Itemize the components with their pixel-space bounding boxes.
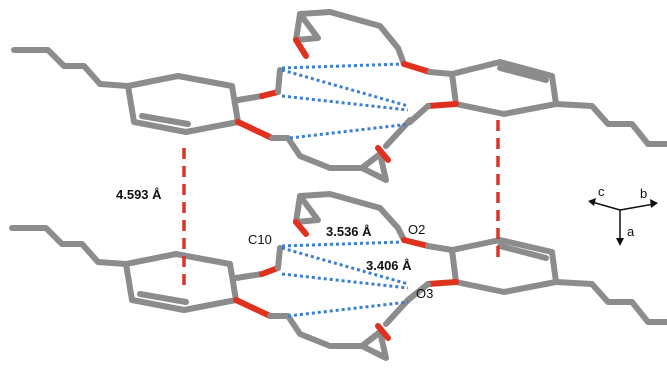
axes-indicator: c b a xyxy=(588,184,658,246)
upper-top-cyclopropane xyxy=(293,11,321,43)
axis-c-label: c xyxy=(598,184,605,199)
upper-right-ring-inner xyxy=(497,65,549,83)
lower-right-ring-inner xyxy=(497,243,549,261)
lower-right-alkyl-chain xyxy=(553,279,667,325)
atom-label-c10: C10 xyxy=(248,232,272,247)
upper-right-ring-o-bond xyxy=(427,69,455,77)
lower-left-ring-o-bond xyxy=(233,271,265,281)
upper-hbond-4 xyxy=(289,122,411,140)
axis-c-line xyxy=(591,201,621,211)
lower-o3-oxygen xyxy=(425,279,459,287)
axis-b-line xyxy=(619,203,655,211)
axis-b-arrowhead xyxy=(650,199,658,208)
lower-bottom-cyclopropane xyxy=(359,329,389,361)
lower-o3-stub xyxy=(405,281,431,303)
upper-molecule xyxy=(11,9,667,183)
upper-hbond-2 xyxy=(281,68,409,108)
upper-bottom-cyclopropane xyxy=(359,151,389,183)
upper-right-oxygen-bottom xyxy=(425,101,459,109)
axis-a-label: a xyxy=(627,224,635,239)
upper-hbond-3 xyxy=(281,94,409,112)
lower-hydrogen-bonds xyxy=(281,240,409,318)
lower-hbond-4 xyxy=(287,300,409,318)
pi-distance-label: 4.593 Å xyxy=(116,187,162,202)
lower-left-alkyl-chain xyxy=(9,225,129,267)
upper-top-epoxide-o xyxy=(293,37,309,59)
upper-hbond-1 xyxy=(281,62,403,70)
upper-right-o3-stub xyxy=(407,103,431,125)
lower-top-linker xyxy=(297,191,407,243)
upper-top-linker xyxy=(297,9,407,67)
axis-c-arrowhead xyxy=(588,198,596,206)
upper-left-ring-inner xyxy=(139,113,191,127)
lower-hbond-c10-o3 xyxy=(281,246,409,286)
lower-top-cyclopropane xyxy=(293,193,321,225)
axis-b-label: b xyxy=(640,186,647,201)
atom-label-o2: O2 xyxy=(408,222,425,237)
lower-molecule xyxy=(9,191,667,361)
atom-label-o3: O3 xyxy=(416,286,433,301)
lower-o2-oxygen xyxy=(401,237,431,249)
hbond-distance-label-2: 3.406 Å xyxy=(366,258,412,273)
lower-top-epoxide-o xyxy=(293,219,309,237)
lower-right-ring-o-bond xyxy=(425,243,455,253)
upper-left-alkyl-chain xyxy=(11,47,131,89)
lower-bottom-linker-right xyxy=(383,297,411,327)
hbond-distance-label-1: 3.536 Å xyxy=(326,224,372,239)
lower-left-ring-inner xyxy=(137,291,189,305)
upper-left-oxygen-bottom xyxy=(235,119,275,141)
upper-hydrogen-bonds xyxy=(281,62,411,140)
lower-hbond-c10-o2 xyxy=(281,240,403,248)
upper-bottom-epoxide-o xyxy=(375,145,391,163)
upper-right-alkyl-chain xyxy=(553,101,667,147)
upper-right-oxygen-top xyxy=(401,61,433,75)
lower-bottom-epoxide-o xyxy=(375,323,391,341)
lower-hbond-3 xyxy=(281,272,409,290)
axis-a-arrowhead xyxy=(616,238,624,246)
upper-left-ring-o-bond xyxy=(235,93,265,103)
upper-left-c10-top xyxy=(275,67,283,95)
lower-c10-bond xyxy=(275,245,283,271)
lower-left-oxygen-bottom xyxy=(233,297,273,319)
